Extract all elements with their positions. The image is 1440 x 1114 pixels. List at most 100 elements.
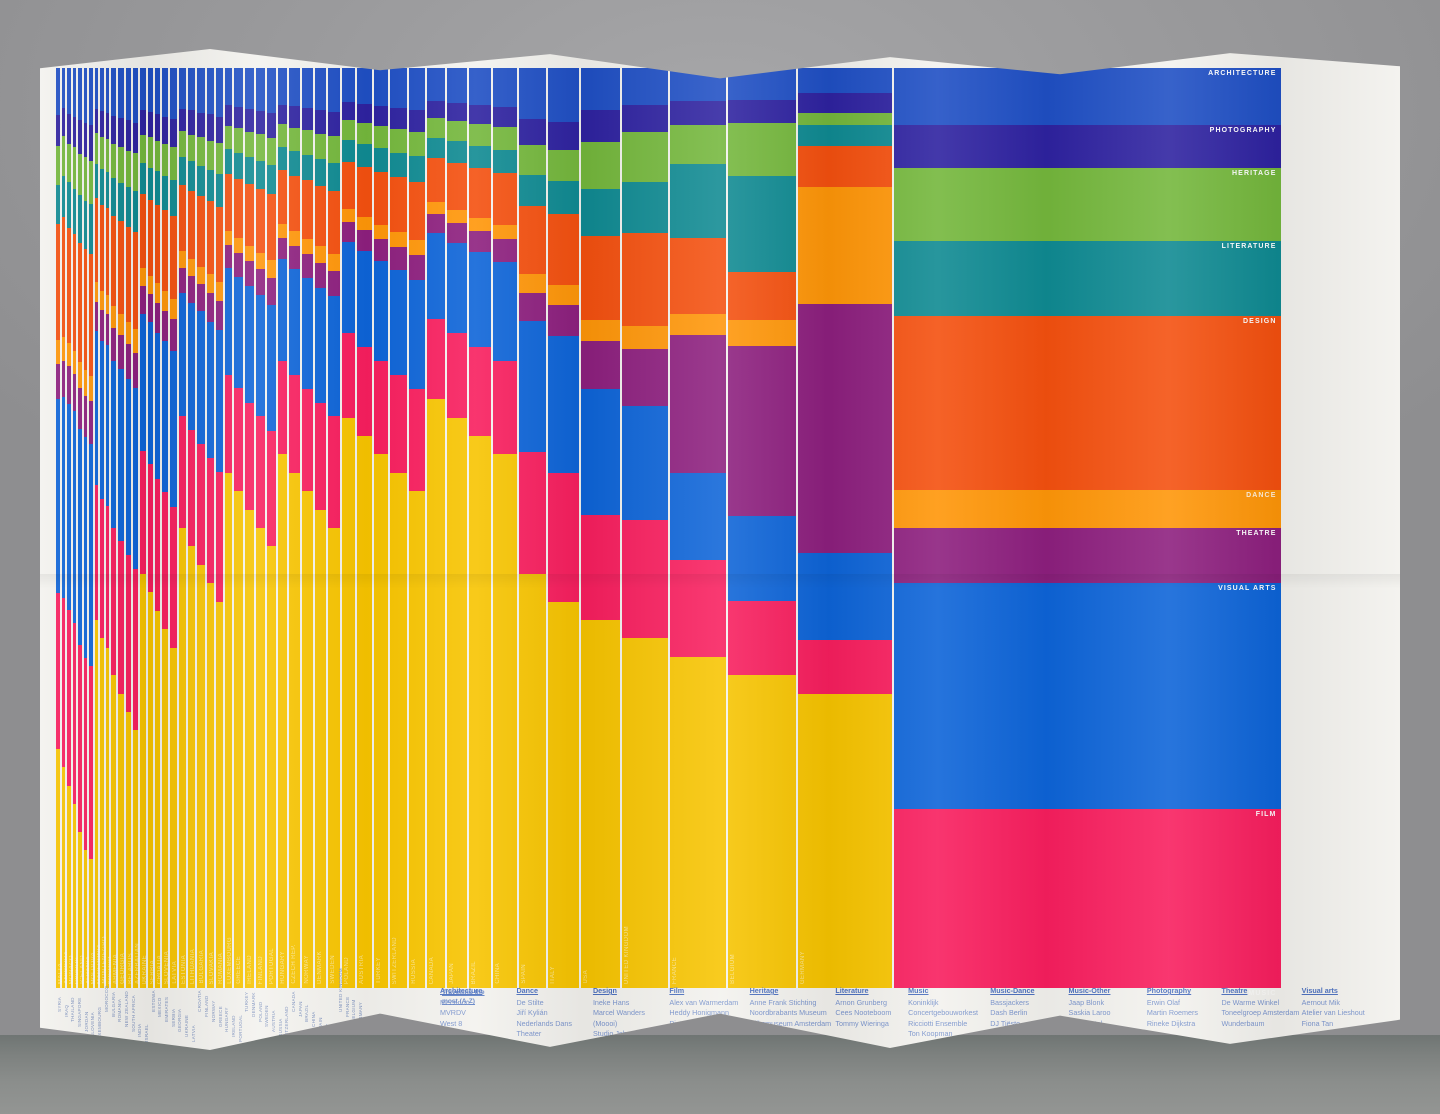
segment-music	[408, 491, 425, 988]
segment-heritage	[78, 153, 82, 195]
country-column: POLAND	[342, 68, 358, 988]
segment-film	[256, 416, 266, 528]
segment-theatre	[798, 303, 892, 553]
segment-theatre	[493, 239, 517, 262]
segment-music	[140, 573, 146, 988]
legend-group-heritage: Heritage Anne Frank Stichting Noordbrabant…	[750, 986, 836, 1029]
legend-item: Koninklijk Concertgebouworkest	[908, 997, 979, 1018]
segment-theatre	[469, 231, 492, 252]
axis-country-label: SLOVENIA	[90, 1012, 96, 1037]
segment-visual_arts	[197, 311, 205, 444]
segment-design	[215, 206, 223, 282]
segment-music	[289, 472, 300, 988]
segment-photography	[125, 120, 132, 152]
segment-theatre	[125, 343, 132, 380]
segment-architecture	[267, 68, 277, 113]
segment-visual_arts	[327, 296, 341, 417]
segment-dance	[728, 319, 797, 346]
segment-heritage	[188, 134, 196, 162]
segment-literature	[327, 163, 341, 191]
segment-architecture	[147, 68, 154, 113]
segment-photography	[581, 110, 620, 142]
segment-dance	[548, 285, 580, 305]
segment-theatre	[78, 388, 82, 430]
legend-item: Studio Job	[592, 1029, 627, 1038]
segment-dance	[155, 283, 161, 303]
segment-photography	[188, 110, 196, 135]
segment-theatre	[581, 341, 620, 389]
segment-visual_arts	[267, 305, 277, 431]
segment-photography	[215, 116, 223, 144]
legend-panel: Architecture Mecanoo MVRDV West 8 Dance De St…	[440, 986, 1380, 1050]
segment-literature	[155, 171, 161, 206]
legend-item: Noordbrabants Museum	[749, 1008, 827, 1017]
axis-country-label: MEXICO	[157, 997, 163, 1017]
segment-architecture	[100, 68, 104, 112]
segment-architecture	[234, 68, 244, 108]
segment-literature	[408, 156, 425, 183]
segment-design	[256, 189, 266, 254]
segment-design	[162, 210, 168, 292]
segment-photography	[373, 105, 389, 127]
segment-design	[224, 173, 233, 231]
segment-music	[493, 454, 517, 988]
segment-architecture	[78, 68, 82, 121]
axis-country-label: GREECE	[217, 1006, 223, 1027]
segment-visual_arts	[224, 267, 233, 375]
segment-music	[105, 647, 109, 988]
segment-architecture	[118, 68, 124, 119]
segment-music	[215, 601, 223, 988]
segment-photography	[327, 112, 341, 137]
segment-design	[188, 191, 196, 260]
segment-visual_arts	[94, 330, 98, 485]
segment-heritage	[426, 118, 446, 138]
segment-design	[408, 182, 425, 240]
segment-literature	[206, 169, 214, 202]
segment-theatre	[669, 334, 727, 473]
segment-music	[118, 693, 124, 988]
segment-design	[56, 223, 60, 341]
segment-dance	[245, 245, 255, 262]
segment-architecture	[169, 68, 177, 119]
segment-visual_arts	[67, 403, 71, 610]
segment-film	[111, 527, 117, 676]
legend-item: Rijksmuseum Amsterdam	[749, 1018, 832, 1028]
segment-film: FILM	[893, 809, 1282, 988]
segment-visual_arts	[215, 330, 223, 472]
segment-heritage	[206, 140, 214, 170]
segment-heritage: HERITAGE	[893, 168, 1282, 242]
axis-country-label: BRAZIL	[304, 1004, 310, 1022]
country-column: LATVIA	[169, 68, 179, 988]
country-column: MOLDOVA	[89, 68, 97, 988]
segment-heritage	[162, 143, 168, 176]
segment-music	[728, 675, 797, 988]
legend-item: Jiří Kylián	[516, 1008, 548, 1017]
legend-item: Ineke Hans	[592, 997, 630, 1007]
legend-group-title: Music	[908, 986, 929, 995]
segment-dance	[408, 239, 425, 256]
country-column: IRELAND	[245, 68, 257, 988]
segment-heritage	[105, 138, 109, 173]
legend-group-title: Film	[669, 986, 685, 995]
segment-architecture	[342, 68, 356, 102]
segment-literature	[105, 172, 109, 208]
segment-visual_arts	[147, 322, 154, 465]
legend-item: Jaap Blonk	[1068, 997, 1105, 1007]
segment-dance	[111, 306, 117, 328]
legend-item: Mecanoo	[440, 997, 470, 1007]
discipline-label-theatre: THEATRE	[1236, 529, 1277, 537]
segment-theatre	[178, 267, 187, 294]
segment-visual_arts	[373, 260, 389, 361]
country-column: RUSSIA	[408, 68, 427, 988]
discipline-label-architecture: ARCHITECTURE	[1208, 70, 1277, 77]
segment-dance	[798, 187, 892, 304]
segment-dance	[89, 375, 93, 401]
segment-music	[267, 546, 277, 988]
segment-film	[327, 416, 341, 528]
segment-heritage	[728, 123, 797, 177]
axis-country-label: ISRAEL	[143, 1024, 149, 1042]
legend-item: Nederlands Dans Theater	[516, 1018, 573, 1039]
segment-design	[518, 205, 547, 274]
country-column: BRAZIL	[469, 68, 494, 988]
segment-music	[224, 472, 233, 988]
